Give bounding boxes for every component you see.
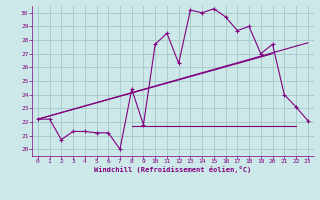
- X-axis label: Windchill (Refroidissement éolien,°C): Windchill (Refroidissement éolien,°C): [94, 166, 252, 173]
